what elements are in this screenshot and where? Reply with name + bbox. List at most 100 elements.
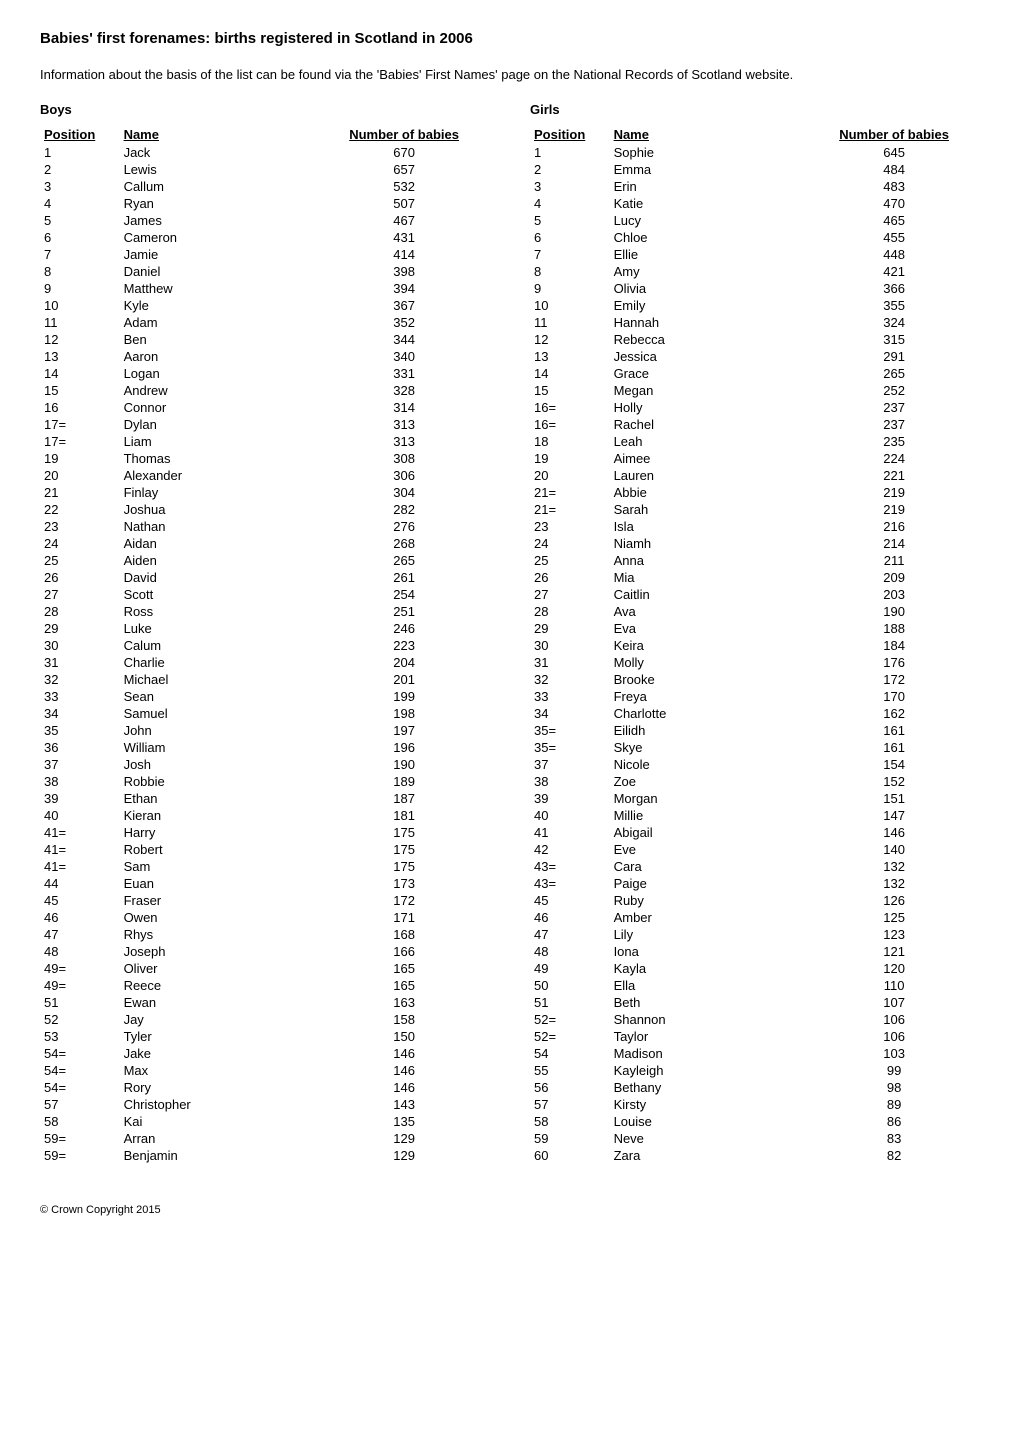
- cell-number: 175: [318, 858, 490, 875]
- cell-position: 13: [40, 348, 120, 365]
- cell-position: 41=: [40, 824, 120, 841]
- table-row: 54=Max146: [40, 1062, 490, 1079]
- cell-position: 24: [530, 535, 610, 552]
- cell-name: Josh: [120, 756, 319, 773]
- cell-position: 23: [40, 518, 120, 535]
- table-row: 49=Reece165: [40, 977, 490, 994]
- cell-position: 52=: [530, 1028, 610, 1045]
- cell-number: 146: [808, 824, 980, 841]
- cell-position: 57: [40, 1096, 120, 1113]
- cell-name: Luke: [120, 620, 319, 637]
- cell-number: 670: [318, 144, 490, 161]
- cell-name: Daniel: [120, 263, 319, 280]
- table-row: 35=Skye161: [530, 739, 980, 756]
- cell-number: 328: [318, 382, 490, 399]
- cell-number: 344: [318, 331, 490, 348]
- cell-number: 98: [808, 1079, 980, 1096]
- table-row: 13Jessica291: [530, 348, 980, 365]
- table-row: 10Kyle367: [40, 297, 490, 314]
- cell-name: Jay: [120, 1011, 319, 1028]
- table-row: 32Michael201: [40, 671, 490, 688]
- table-row: 17=Dylan313: [40, 416, 490, 433]
- cell-position: 42: [530, 841, 610, 858]
- cell-position: 39: [530, 790, 610, 807]
- cell-number: 276: [318, 518, 490, 535]
- cell-name: Benjamin: [120, 1147, 319, 1164]
- cell-number: 86: [808, 1113, 980, 1130]
- table-row: 28Ava190: [530, 603, 980, 620]
- cell-number: 201: [318, 671, 490, 688]
- cell-number: 398: [318, 263, 490, 280]
- cell-number: 132: [808, 858, 980, 875]
- cell-name: Logan: [120, 365, 319, 382]
- cell-name: Paige: [610, 875, 809, 892]
- cell-name: Lucy: [610, 212, 809, 229]
- cell-number: 106: [808, 1028, 980, 1045]
- cell-name: Jamie: [120, 246, 319, 263]
- cell-number: 126: [808, 892, 980, 909]
- cell-name: Aidan: [120, 535, 319, 552]
- cell-name: Nathan: [120, 518, 319, 535]
- cell-number: 173: [318, 875, 490, 892]
- cell-number: 394: [318, 280, 490, 297]
- cell-name: Aimee: [610, 450, 809, 467]
- table-row: 56Bethany98: [530, 1079, 980, 1096]
- cell-name: Reece: [120, 977, 319, 994]
- cell-number: 237: [808, 416, 980, 433]
- tables-container: Boys Position Name Number of babies 1Jac…: [40, 102, 980, 1164]
- cell-number: 366: [808, 280, 980, 297]
- cell-name: Neve: [610, 1130, 809, 1147]
- cell-name: Emma: [610, 161, 809, 178]
- cell-number: 129: [318, 1147, 490, 1164]
- cell-number: 146: [318, 1045, 490, 1062]
- table-row: 43=Cara132: [530, 858, 980, 875]
- table-row: 46Owen171: [40, 909, 490, 926]
- girls-header-position: Position: [530, 125, 610, 144]
- cell-number: 123: [808, 926, 980, 943]
- table-row: 19Thomas308: [40, 450, 490, 467]
- cell-name: Molly: [610, 654, 809, 671]
- cell-position: 34: [530, 705, 610, 722]
- boys-table: Position Name Number of babies 1Jack6702…: [40, 125, 490, 1164]
- table-row: 32Brooke172: [530, 671, 980, 688]
- cell-name: Andrew: [120, 382, 319, 399]
- table-row: 35John197: [40, 722, 490, 739]
- cell-number: 352: [318, 314, 490, 331]
- cell-name: Kayleigh: [610, 1062, 809, 1079]
- cell-name: Skye: [610, 739, 809, 756]
- cell-position: 53: [40, 1028, 120, 1045]
- table-row: 47Lily123: [530, 926, 980, 943]
- table-row: 57Kirsty89: [530, 1096, 980, 1113]
- cell-name: Robert: [120, 841, 319, 858]
- cell-position: 26: [530, 569, 610, 586]
- cell-name: Zara: [610, 1147, 809, 1164]
- cell-name: Connor: [120, 399, 319, 416]
- cell-position: 41=: [40, 841, 120, 858]
- cell-name: Eva: [610, 620, 809, 637]
- boys-header-number: Number of babies: [318, 125, 490, 144]
- cell-number: 237: [808, 399, 980, 416]
- cell-name: Brooke: [610, 671, 809, 688]
- cell-name: Max: [120, 1062, 319, 1079]
- cell-position: 54=: [40, 1062, 120, 1079]
- table-row: 39Ethan187: [40, 790, 490, 807]
- cell-name: Bethany: [610, 1079, 809, 1096]
- cell-position: 15: [40, 382, 120, 399]
- table-row: 33Sean199: [40, 688, 490, 705]
- cell-position: 52=: [530, 1011, 610, 1028]
- cell-name: Jake: [120, 1045, 319, 1062]
- cell-name: Scott: [120, 586, 319, 603]
- cell-position: 50: [530, 977, 610, 994]
- table-row: 5James467: [40, 212, 490, 229]
- cell-number: 219: [808, 501, 980, 518]
- table-row: 12Rebecca315: [530, 331, 980, 348]
- cell-number: 150: [318, 1028, 490, 1045]
- cell-name: Joshua: [120, 501, 319, 518]
- cell-position: 46: [40, 909, 120, 926]
- cell-number: 431: [318, 229, 490, 246]
- table-row: 33Freya170: [530, 688, 980, 705]
- cell-number: 484: [808, 161, 980, 178]
- table-row: 29Luke246: [40, 620, 490, 637]
- cell-number: 470: [808, 195, 980, 212]
- table-row: 40Millie147: [530, 807, 980, 824]
